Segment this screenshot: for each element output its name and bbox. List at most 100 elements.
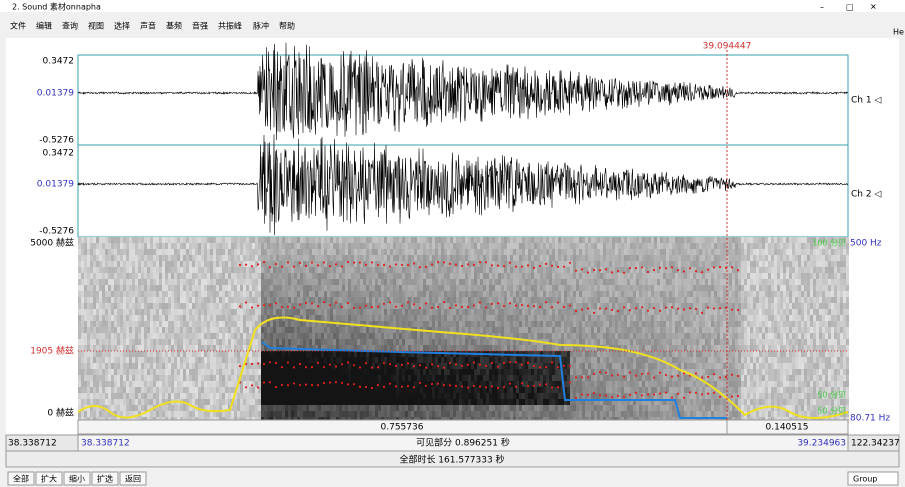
spectrogram-cell	[261, 273, 264, 279]
spectrogram-cell	[375, 339, 378, 345]
spectrogram-cell	[234, 369, 237, 375]
spectrogram-cell	[393, 387, 396, 393]
spectrogram-cell	[216, 357, 219, 363]
spectrogram-cell	[162, 387, 165, 393]
menu-item[interactable]: 帮助	[279, 21, 295, 31]
spectrogram-cell	[549, 363, 552, 369]
menu-item[interactable]: 视图	[88, 21, 104, 31]
spectrogram-cell	[102, 261, 105, 267]
spectrogram-cell	[222, 381, 225, 387]
spectrogram-cell	[192, 375, 195, 381]
spectrogram-cell	[276, 369, 279, 375]
spectrogram-cell	[216, 243, 219, 249]
spectrogram-cell	[414, 291, 417, 297]
spectrogram-cell	[102, 285, 105, 291]
maximize[interactable]: □	[846, 3, 854, 12]
menu-item[interactable]: 脉冲	[253, 21, 269, 31]
spectrogram-cell	[390, 339, 393, 345]
spectrogram-cell	[189, 309, 192, 315]
spectrogram-cell	[516, 345, 519, 351]
spectrogram-cell	[252, 405, 255, 411]
spectrogram-cell	[348, 369, 351, 375]
spectrogram-cell	[348, 327, 351, 333]
spectrogram-cell	[135, 309, 138, 315]
spectrogram-cell	[93, 303, 96, 309]
spectrogram-cell	[381, 405, 384, 411]
spectrogram-cell	[168, 261, 171, 267]
spectrogram-cell	[477, 309, 480, 315]
spectrogram-cell	[207, 273, 210, 279]
spectrogram-cell	[495, 321, 498, 327]
spectrogram-cell	[405, 339, 408, 345]
spectrogram-cell	[492, 411, 495, 417]
close[interactable]: ✕	[870, 3, 877, 12]
spectrogram-cell	[174, 273, 177, 279]
spectrogram-cell	[84, 315, 87, 321]
spectrogram-cell	[168, 369, 171, 375]
spectrogram-cell	[501, 411, 504, 417]
spectrogram-cell	[78, 333, 81, 339]
menu-item[interactable]: 查询	[62, 21, 78, 31]
spectrogram-cell	[156, 351, 159, 357]
spectrogram-cell	[372, 285, 375, 291]
spectrogram-cell	[144, 381, 147, 387]
spectrogram-cell	[144, 375, 147, 381]
help-menu[interactable]: He	[893, 28, 904, 37]
spectrogram-cell	[201, 363, 204, 369]
spectrogram-cell	[186, 315, 189, 321]
spectrogram-cell	[240, 243, 243, 249]
spectrogram-cell	[339, 399, 342, 405]
spectrogram-cell	[555, 303, 558, 309]
spectrogram-cell	[300, 279, 303, 285]
spectrogram-cell	[393, 315, 396, 321]
spectrogram-cell	[399, 291, 402, 297]
spectrogram-cell	[411, 339, 414, 345]
spectrogram-cell	[126, 333, 129, 339]
spectrogram-cell	[519, 333, 522, 339]
spectrogram-cell	[531, 375, 534, 381]
spectrogram-cell	[171, 285, 174, 291]
spectrogram-cell	[201, 357, 204, 363]
spectrogram-cell	[441, 249, 444, 255]
spectrogram-cell	[90, 285, 93, 291]
spectrogram-cell	[255, 339, 258, 345]
spectrogram-cell	[120, 393, 123, 399]
spectrogram-cell	[189, 279, 192, 285]
spectrogram-cell	[180, 381, 183, 387]
spectrogram-cell	[156, 345, 159, 351]
spectrogram-cell	[552, 315, 555, 321]
spectrogram-cell	[549, 375, 552, 381]
spectrogram-cell	[411, 369, 414, 375]
menu-item[interactable]: 编辑	[36, 21, 52, 31]
spectrogram-cell	[309, 309, 312, 315]
spectrogram-cell	[189, 339, 192, 345]
spectrogram-cell	[279, 375, 282, 381]
spectrogram-cell	[327, 291, 330, 297]
spectrogram-cell	[291, 249, 294, 255]
spectrogram-cell	[399, 255, 402, 261]
menu-item[interactable]: 文件	[10, 21, 26, 31]
spectrogram-cell	[375, 255, 378, 261]
spectrogram-cell	[126, 327, 129, 333]
spectrogram-cell	[369, 405, 372, 411]
spectrogram-cell	[402, 291, 405, 297]
spectrogram-cell	[423, 333, 426, 339]
spectrogram-cell	[162, 273, 165, 279]
spectrogram-cell	[345, 369, 348, 375]
minimize[interactable]: –	[820, 3, 824, 12]
menu-item[interactable]: 基频	[166, 21, 182, 31]
spectrogram-cell	[204, 351, 207, 357]
menu-item[interactable]: 共振峰	[218, 21, 242, 31]
spectrogram-cell	[153, 255, 156, 261]
spectrogram-cell	[126, 405, 129, 411]
spectrogram-cell	[177, 351, 180, 357]
menu-item[interactable]: 选择	[114, 21, 130, 31]
menu-item[interactable]: 声音	[140, 21, 156, 31]
spectrogram-cell	[249, 279, 252, 285]
spectrogram-cell	[225, 261, 228, 267]
spectrogram-cell	[258, 345, 261, 351]
spectrogram-cell	[141, 249, 144, 255]
spectrogram-cell	[282, 321, 285, 327]
menu-item[interactable]: 音强	[192, 21, 208, 31]
spectrogram-cell	[348, 279, 351, 285]
